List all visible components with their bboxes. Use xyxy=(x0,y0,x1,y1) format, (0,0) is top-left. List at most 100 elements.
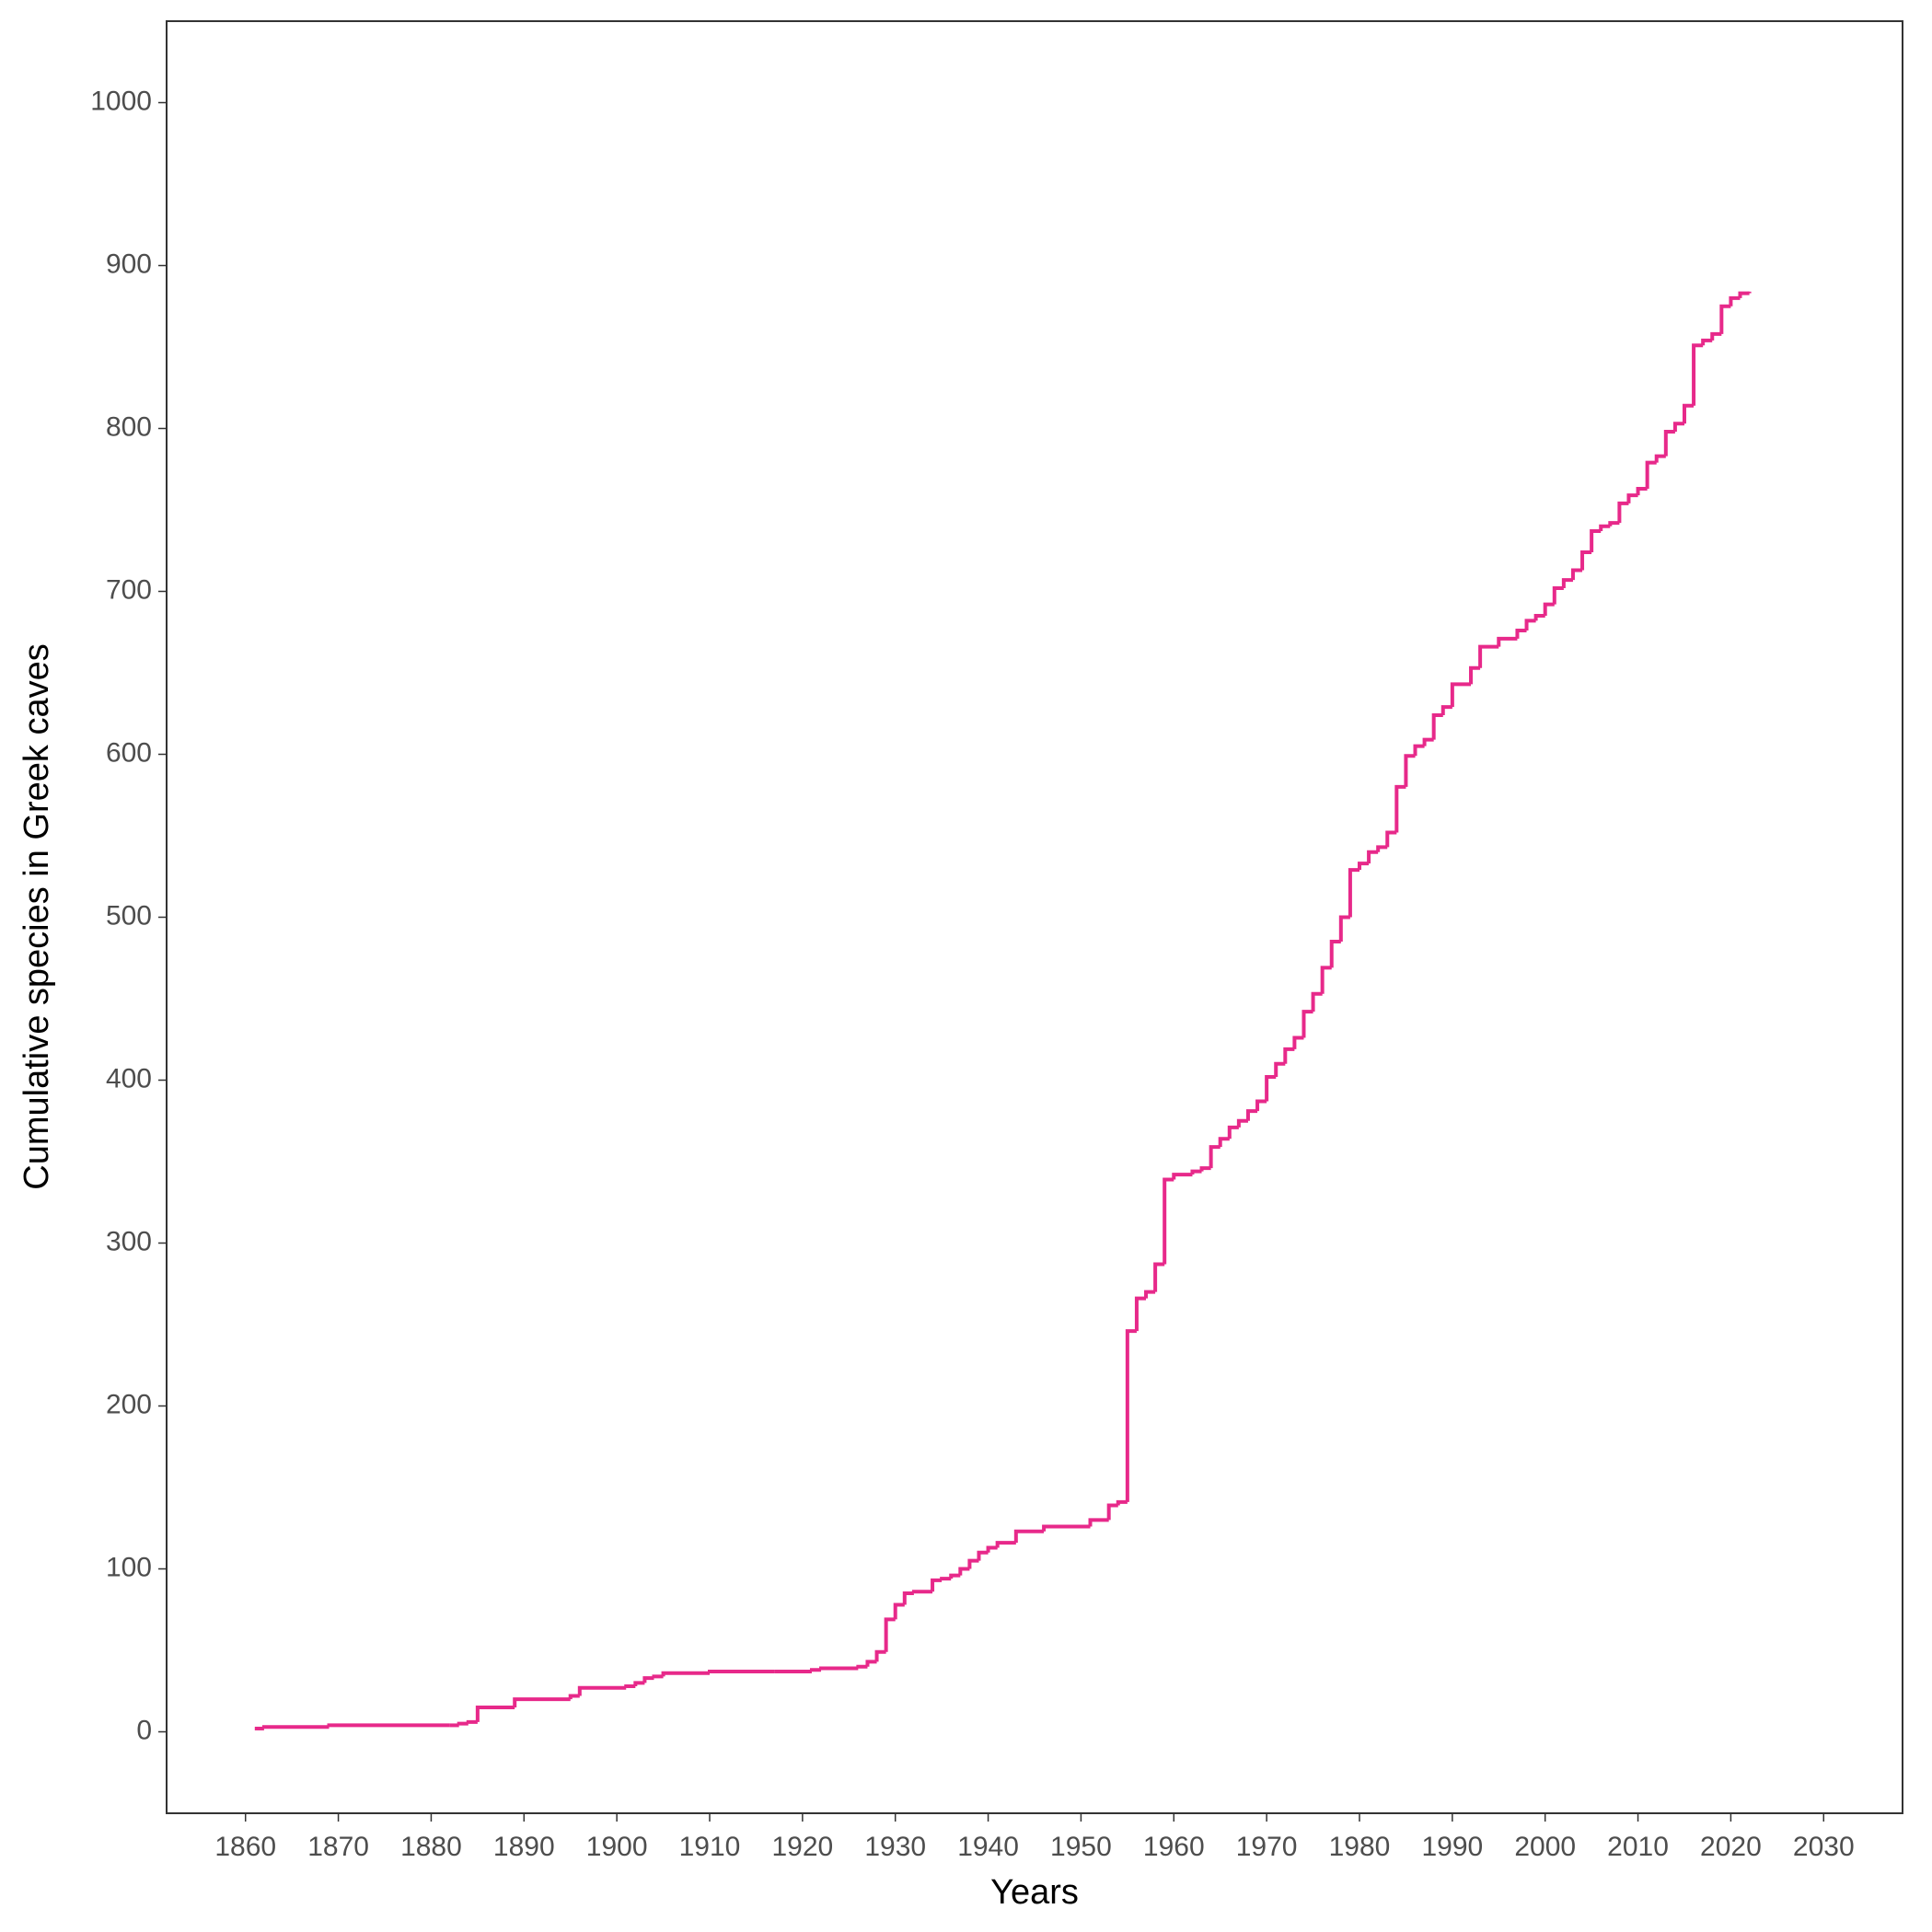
step-segment xyxy=(1701,338,1713,346)
step-segment xyxy=(1320,966,1332,994)
step-segment xyxy=(1422,737,1434,746)
step-segment xyxy=(958,1567,970,1576)
y-tick-label: 0 xyxy=(136,1715,152,1745)
step-segment xyxy=(1543,602,1555,617)
step-segment xyxy=(1682,403,1695,424)
step-segment xyxy=(1645,460,1657,489)
step-segment xyxy=(856,1664,868,1669)
step-segment xyxy=(1255,1099,1267,1112)
step-segment xyxy=(652,1674,664,1679)
y-tick-label: 200 xyxy=(106,1389,152,1419)
y-tick-label: 800 xyxy=(106,411,152,442)
step-segment xyxy=(1088,1518,1109,1527)
step-segment xyxy=(327,1723,450,1728)
step-segment xyxy=(809,1668,822,1672)
step-segment xyxy=(1134,1296,1147,1332)
step-segment xyxy=(1515,628,1527,639)
step-segment xyxy=(1385,830,1397,848)
step-segment xyxy=(1338,915,1350,943)
step-segment xyxy=(1209,1145,1221,1169)
x-tick-label: 1970 xyxy=(1236,1832,1298,1862)
step-segment xyxy=(940,1577,952,1581)
step-segment xyxy=(1042,1524,1091,1532)
x-tick-label: 2030 xyxy=(1793,1832,1855,1862)
x-tick-label: 1940 xyxy=(957,1832,1019,1862)
y-tick-label: 1000 xyxy=(90,86,152,116)
y-tick-label: 900 xyxy=(106,249,152,279)
x-tick-label: 1960 xyxy=(1143,1832,1205,1862)
x-tick-label: 1980 xyxy=(1329,1832,1391,1862)
step-segment xyxy=(1570,568,1583,581)
step-segment xyxy=(1552,585,1564,605)
step-segment xyxy=(1376,845,1388,852)
step-segment xyxy=(1013,1529,1045,1544)
step-segment xyxy=(1265,1074,1277,1102)
step-segment xyxy=(1440,705,1452,716)
x-tick-label: 1900 xyxy=(586,1832,648,1862)
step-segment xyxy=(1404,754,1416,787)
step-segment xyxy=(1199,1166,1211,1172)
step-segment xyxy=(865,1660,877,1667)
step-segment xyxy=(1283,1047,1295,1064)
step-segment xyxy=(902,1591,914,1605)
step-segment xyxy=(568,1694,580,1700)
x-tick-label: 1950 xyxy=(1050,1832,1112,1862)
step-segment xyxy=(1348,868,1359,918)
step-segment xyxy=(1533,614,1545,621)
step-segment xyxy=(1245,1109,1258,1121)
step-segment xyxy=(1663,430,1675,457)
step-segment xyxy=(1738,291,1750,298)
x-tick-label: 1930 xyxy=(864,1832,926,1862)
y-axis-title: Cumulative species in Greek caves xyxy=(17,643,56,1189)
step-segment xyxy=(1729,295,1741,307)
step-segment xyxy=(1672,422,1684,433)
step-segment xyxy=(1413,744,1425,757)
step-segment xyxy=(1450,682,1472,708)
x-tick-label: 1890 xyxy=(493,1832,555,1862)
step-segment xyxy=(1590,529,1602,553)
step-segment xyxy=(1172,1173,1193,1180)
step-segment xyxy=(1617,501,1629,524)
y-tick-label: 600 xyxy=(106,737,152,768)
step-segment xyxy=(1636,486,1648,496)
step-segment xyxy=(1478,644,1499,668)
step-segment xyxy=(1144,1290,1156,1299)
step-segment xyxy=(977,1550,989,1561)
y-tick-label: 400 xyxy=(106,1063,152,1093)
step-segment xyxy=(1236,1118,1248,1128)
step-segment xyxy=(261,1725,330,1730)
step-segment xyxy=(986,1545,998,1553)
x-tick-label: 1920 xyxy=(771,1832,833,1862)
step-segment xyxy=(1190,1169,1202,1175)
step-segment xyxy=(931,1578,943,1592)
step-segment xyxy=(475,1705,515,1722)
step-segment xyxy=(1710,331,1722,341)
step-segment xyxy=(708,1670,775,1674)
step-segment xyxy=(1431,713,1443,740)
x-tick-label: 1880 xyxy=(400,1832,462,1862)
step-segment xyxy=(624,1683,636,1688)
x-tick-label: 1910 xyxy=(679,1832,741,1862)
y-tick-label: 100 xyxy=(106,1552,152,1582)
step-segment xyxy=(1357,862,1370,871)
step-segment xyxy=(642,1676,654,1683)
x-tick-label: 1860 xyxy=(214,1832,276,1862)
step-segment xyxy=(1227,1125,1239,1140)
step-segment xyxy=(967,1558,979,1569)
step-segment xyxy=(893,1602,905,1620)
step-segment xyxy=(1580,550,1592,571)
step-segment xyxy=(1561,578,1573,588)
step-segment xyxy=(884,1617,896,1652)
step-segment xyxy=(1292,1035,1304,1049)
step-segment xyxy=(513,1697,571,1707)
y-tick-label: 500 xyxy=(106,900,152,931)
step-segment xyxy=(1301,1010,1313,1038)
plot-border xyxy=(166,20,1903,1814)
step-segment xyxy=(1106,1503,1118,1521)
step-segment xyxy=(1469,665,1481,685)
step-segment xyxy=(1599,524,1611,532)
y-tick-label: 300 xyxy=(106,1226,152,1256)
